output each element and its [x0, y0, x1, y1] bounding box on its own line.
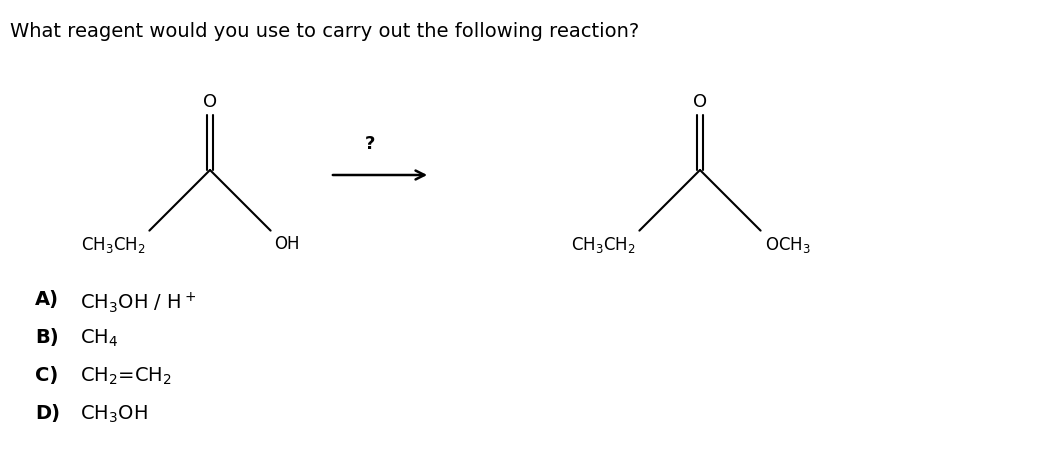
Text: CH$_4$: CH$_4$	[80, 328, 119, 349]
Text: O: O	[202, 93, 217, 111]
Text: O: O	[693, 93, 707, 111]
Text: A): A)	[35, 290, 59, 309]
Text: OCH$_3$: OCH$_3$	[764, 234, 811, 255]
Text: B): B)	[35, 328, 58, 347]
Text: C): C)	[35, 366, 58, 385]
Text: CH$_3$OH: CH$_3$OH	[80, 404, 147, 425]
Text: OH: OH	[275, 234, 300, 252]
Text: ?: ?	[365, 135, 375, 153]
Text: CH$_3$OH / H$^+$: CH$_3$OH / H$^+$	[80, 290, 196, 315]
Text: CH$_3$CH$_2$: CH$_3$CH$_2$	[81, 234, 145, 255]
Text: CH$_2$=CH$_2$: CH$_2$=CH$_2$	[80, 366, 172, 387]
Text: CH$_3$CH$_2$: CH$_3$CH$_2$	[570, 234, 635, 255]
Text: What reagent would you use to carry out the following reaction?: What reagent would you use to carry out …	[10, 22, 639, 41]
Text: D): D)	[35, 404, 60, 423]
